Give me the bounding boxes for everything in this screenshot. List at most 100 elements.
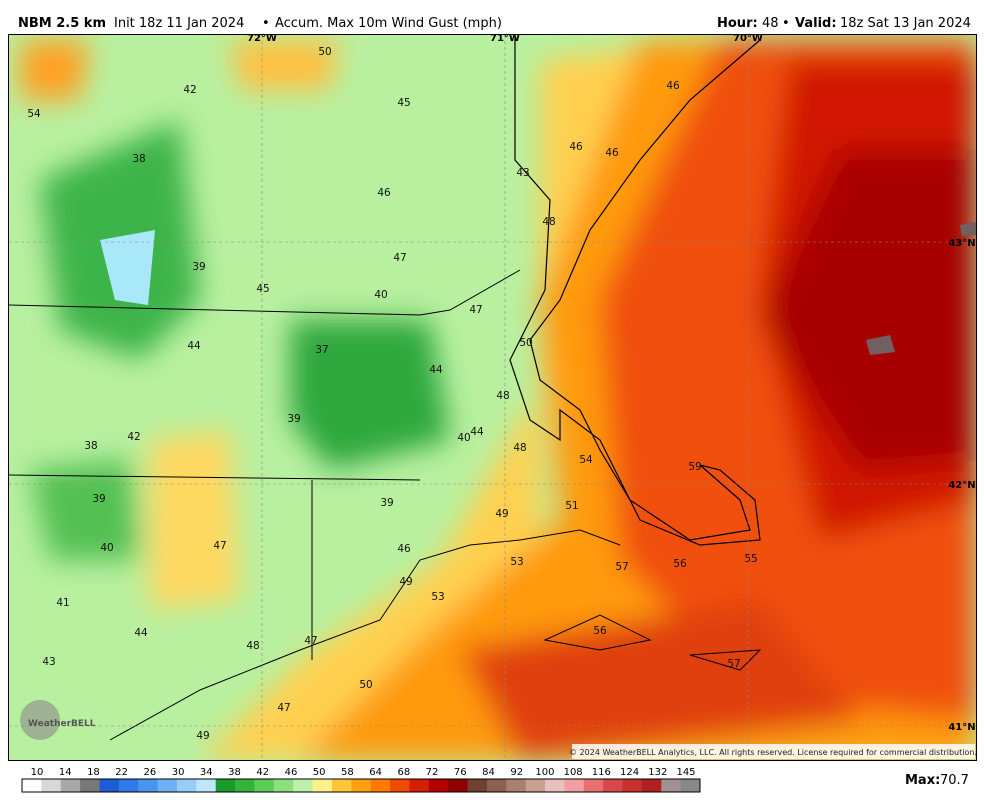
value-label: 46 (569, 141, 583, 153)
value-label: 39 (287, 413, 300, 425)
colorbar-label: 42 (256, 767, 269, 778)
colorbar-label: 72 (426, 767, 439, 778)
value-label: 44 (429, 364, 443, 376)
value-label: 50 (359, 679, 372, 691)
value-label: 49 (399, 576, 412, 588)
init: Init 18z 11 Jan 2024 (114, 16, 244, 31)
colorbar-label: 100 (535, 767, 554, 778)
colorbar-swatch (235, 779, 255, 792)
valid-label: Valid: (795, 16, 837, 31)
colorbar-label: 84 (482, 767, 495, 778)
value-label: 53 (431, 591, 444, 603)
colorbar-swatch (293, 779, 314, 792)
value-label: 47 (304, 635, 317, 647)
value-label: 50 (318, 46, 331, 58)
colorbar-label: 46 (285, 767, 298, 778)
hour-value: 48 (762, 16, 779, 31)
colorbar-label: 22 (115, 767, 128, 778)
value-label: 50 (519, 337, 532, 349)
colorbar-frame (21, 778, 701, 793)
value-label: 54 (579, 454, 593, 466)
lon-label: 70°W (733, 33, 763, 44)
colorbar-label: 108 (564, 767, 583, 778)
colorbar-label: 18 (87, 767, 100, 778)
colorbar-swatch (118, 779, 139, 792)
colorbar-label: 64 (369, 767, 382, 778)
colorbar-swatch (448, 779, 469, 792)
value-label: 44 (470, 426, 484, 438)
value-label: 47 (469, 304, 482, 316)
value-label: 43 (516, 167, 529, 179)
colorbar-swatch (331, 779, 352, 792)
colorbar-swatch (467, 779, 488, 792)
colorbar-swatch (641, 779, 662, 792)
model: NBM 2.5 km (18, 16, 106, 31)
valid-value: 18z Sat 13 Jan 2024 (840, 16, 971, 31)
colorbar-swatch (370, 779, 391, 792)
colorbar-swatch (176, 779, 197, 792)
colorbar-label: 68 (397, 767, 410, 778)
colorbar-swatch (506, 779, 527, 792)
value-label: 44 (187, 340, 201, 352)
colorbar-swatch (215, 779, 236, 792)
value-label: 37 (315, 344, 328, 356)
colorbar-label: 50 (313, 767, 326, 778)
field: Accum. Max 10m Wind Gust (mph) (275, 16, 502, 31)
colorbar-swatch (273, 779, 294, 792)
value-label: 39 (92, 493, 105, 505)
value-label: 44 (134, 627, 148, 639)
lat-label: 41°N (948, 722, 975, 733)
value-label: 46 (666, 80, 680, 92)
colorbar-label: 124 (620, 767, 639, 778)
value-label: 38 (132, 153, 145, 165)
value-label: 59 (688, 461, 701, 473)
colorbar-swatch (312, 779, 333, 792)
value-label: 48 (496, 390, 509, 402)
value-label: 47 (277, 702, 290, 714)
sep: • (262, 16, 270, 31)
colorbar-label: 10 (31, 767, 44, 778)
colorbar-swatch (254, 779, 275, 792)
logo-mark (20, 700, 60, 740)
value-label: 56 (673, 558, 687, 570)
value-label: 49 (495, 508, 508, 520)
hour-label: Hour: (717, 16, 758, 31)
colorbar-swatch (680, 779, 701, 792)
value-label: 51 (565, 500, 578, 512)
value-label: 55 (744, 553, 757, 565)
value-label: 45 (397, 97, 410, 109)
map-field (9, 35, 976, 760)
copyright: © 2024 WeatherBELL Analytics, LLC. All r… (569, 748, 977, 757)
value-label: 40 (457, 432, 470, 444)
colorbar-label: 38 (228, 767, 241, 778)
colorbar-swatch (80, 779, 100, 792)
colorbar-label: 145 (676, 767, 695, 778)
colorbar-label: 14 (59, 767, 72, 778)
value-label: 38 (84, 440, 97, 452)
colorbar-label: 30 (172, 767, 185, 778)
value-label: 40 (374, 289, 387, 301)
value-label: 57 (727, 658, 740, 670)
colorbar-swatch (22, 779, 42, 792)
colorbar-swatch (157, 779, 178, 792)
value-label: 42 (183, 84, 196, 96)
value-label: 48 (542, 216, 555, 228)
colorbar-swatch (60, 779, 81, 792)
colorbar-swatch (622, 779, 643, 792)
value-label: 57 (615, 561, 628, 573)
colorbar-label: 132 (648, 767, 667, 778)
value-label: 47 (213, 540, 226, 552)
lat-label: 42°N (948, 480, 975, 491)
value-label: 48 (246, 640, 259, 652)
colorbar-swatch (138, 779, 159, 792)
colorbar-swatch (351, 779, 372, 792)
max-value: 70.7 (940, 773, 969, 788)
value-label: 42 (127, 431, 140, 443)
lon-label: 71°W (490, 33, 520, 44)
colorbar-swatch (390, 779, 410, 792)
sep: • (782, 16, 790, 31)
colorbar-swatch (486, 779, 507, 792)
value-label: 56 (593, 625, 607, 637)
